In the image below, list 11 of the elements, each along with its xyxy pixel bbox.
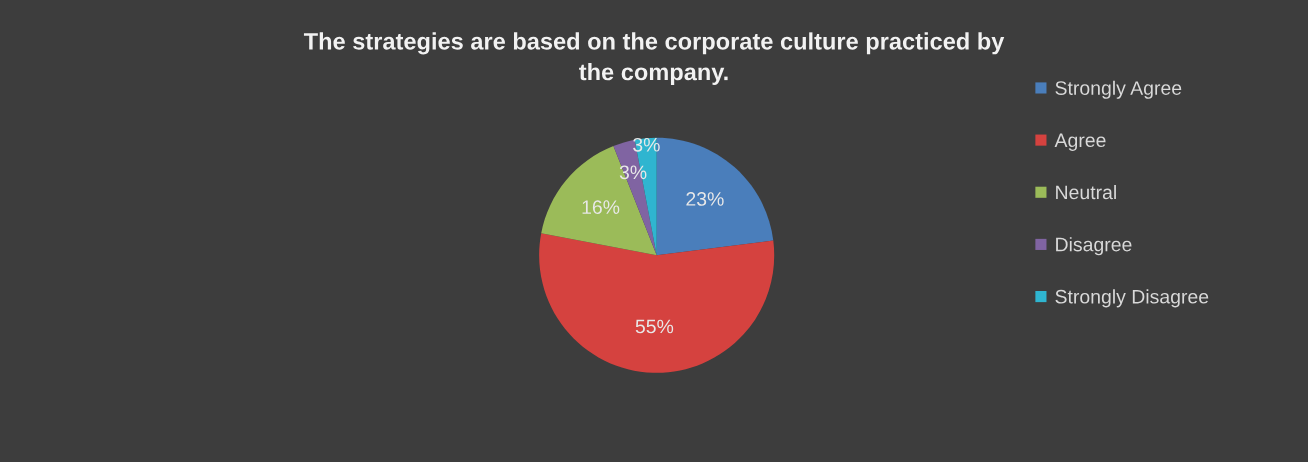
data-label: 23% [686, 192, 724, 206]
chart-title: The strategies are based on the corporate culture practiced by the company. [303, 32, 1005, 86]
pie-slice [539, 233, 775, 373]
legend-label: Neutral [1056, 184, 1116, 200]
data-label: 55% [635, 319, 674, 334]
legend-label: Agree [1054, 133, 1106, 151]
legend-label: Disagree [1056, 237, 1132, 256]
legend-label: Strongly Agree [1055, 80, 1182, 99]
data-label: 3% [633, 137, 660, 152]
data-label: 16% [582, 200, 620, 215]
legend-label: Strongly Disagree [1055, 289, 1209, 308]
